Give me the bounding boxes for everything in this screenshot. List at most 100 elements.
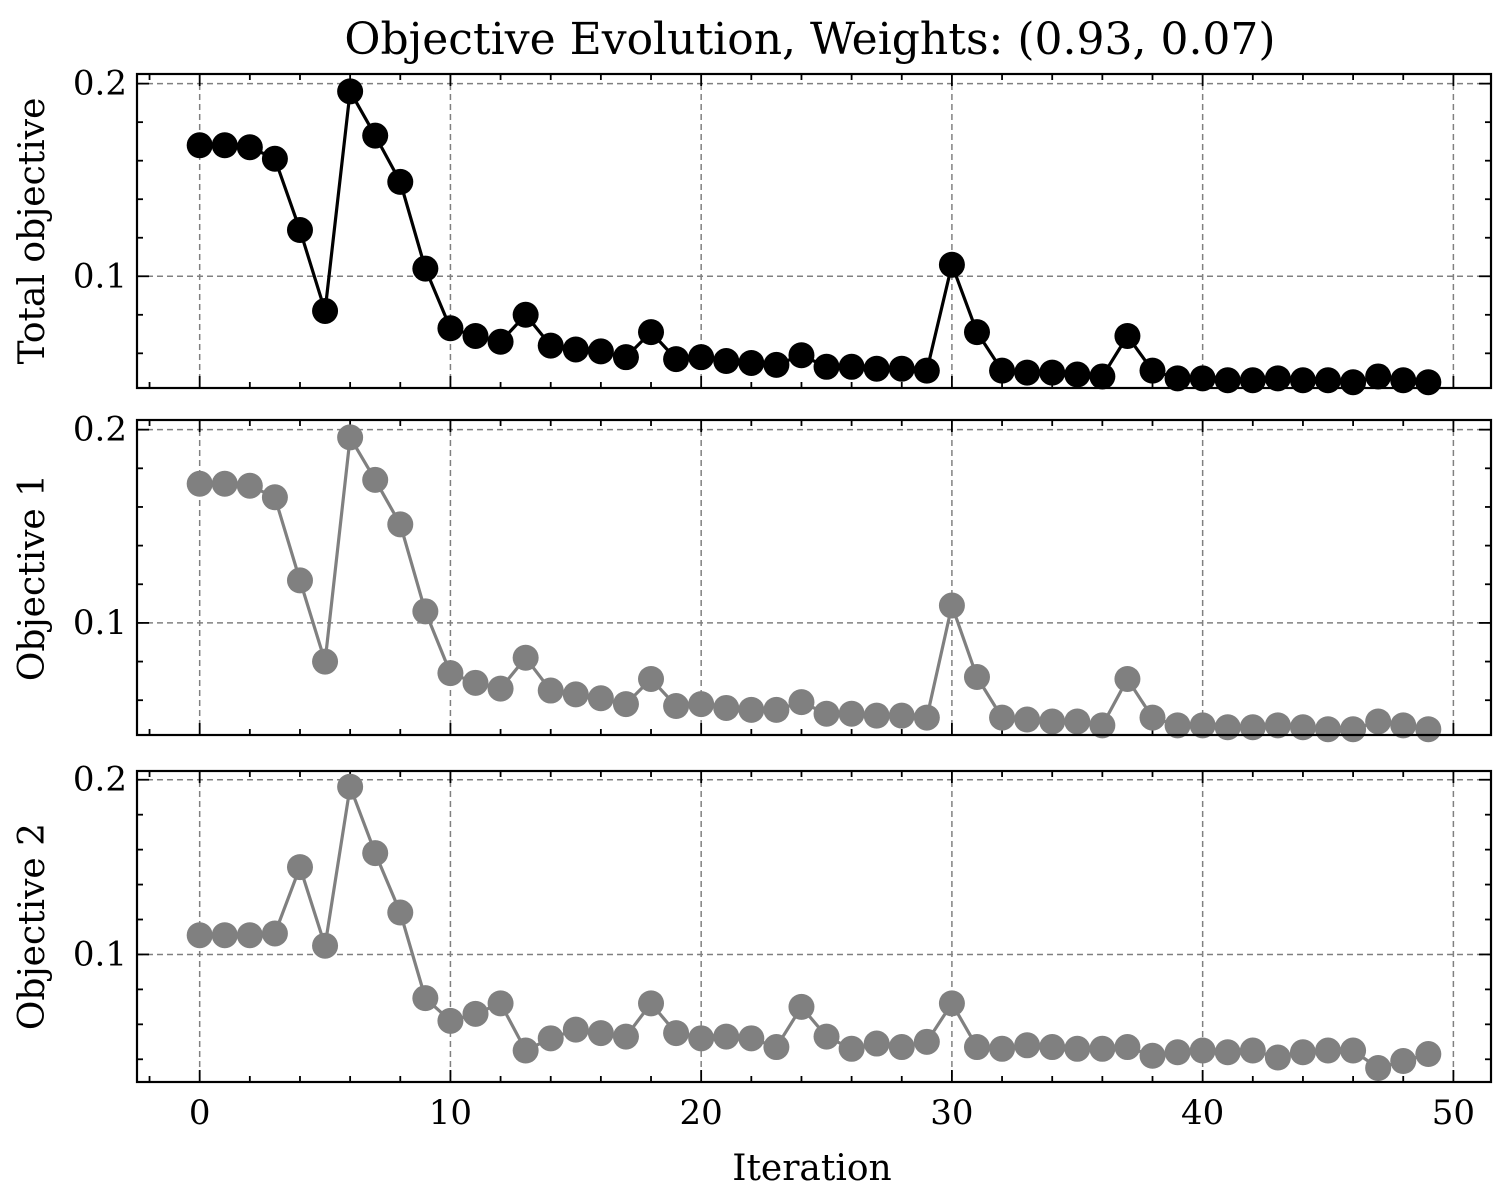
x-tick-label: 10 xyxy=(429,1093,472,1133)
data-point xyxy=(1289,1039,1316,1066)
data-point xyxy=(1264,1044,1291,1071)
data-point xyxy=(1139,357,1166,384)
data-point xyxy=(813,700,840,727)
data-point xyxy=(1189,1037,1216,1064)
data-point xyxy=(688,1025,715,1052)
data-point xyxy=(387,168,414,195)
data-point xyxy=(437,660,464,687)
data-point xyxy=(1390,367,1417,394)
data-point xyxy=(1214,1039,1241,1066)
data-point xyxy=(462,1000,489,1027)
data-point xyxy=(738,696,765,723)
data-point xyxy=(487,328,514,355)
data-point xyxy=(1114,322,1141,349)
plot-frame xyxy=(135,72,1493,390)
data-point xyxy=(913,357,940,384)
y-axis-label: Objective 1 xyxy=(12,474,53,681)
data-point xyxy=(387,511,414,538)
data-point xyxy=(863,355,890,382)
data-point xyxy=(412,598,439,625)
plot-frame xyxy=(135,769,1493,1084)
data-point xyxy=(838,700,865,727)
data-point xyxy=(1340,1037,1367,1064)
data-point xyxy=(1239,367,1266,394)
data-point xyxy=(562,1016,589,1043)
data-point xyxy=(186,470,213,497)
data-point xyxy=(537,677,564,704)
data-point xyxy=(888,702,915,729)
data-point xyxy=(562,336,589,363)
x-tick-label: 30 xyxy=(930,1093,973,1133)
data-point xyxy=(1089,363,1116,390)
data-point xyxy=(211,922,238,949)
data-point xyxy=(1089,712,1116,739)
data-point xyxy=(788,993,815,1020)
data-point xyxy=(186,132,213,159)
data-point xyxy=(1039,1034,1066,1061)
data-point xyxy=(1239,714,1266,741)
data-point xyxy=(1289,367,1316,394)
data-point xyxy=(587,338,614,365)
data-point xyxy=(1239,1037,1266,1064)
data-point xyxy=(337,773,364,800)
data-point xyxy=(763,1034,790,1061)
data-point xyxy=(1064,1035,1091,1062)
data-point xyxy=(1365,1055,1392,1082)
data-point xyxy=(1064,361,1091,388)
data-point xyxy=(663,346,690,373)
data-point xyxy=(487,675,514,702)
data-point xyxy=(286,217,313,244)
data-point xyxy=(838,1035,865,1062)
data-point xyxy=(261,920,288,947)
data-point xyxy=(362,466,389,493)
data-point xyxy=(1064,708,1091,735)
x-tick-label: 0 xyxy=(189,1093,211,1133)
data-point xyxy=(612,691,639,718)
data-point xyxy=(813,1023,840,1050)
data-point xyxy=(938,592,965,619)
x-tick-label: 50 xyxy=(1432,1093,1475,1133)
data-point xyxy=(913,1028,940,1055)
data-point xyxy=(913,704,940,731)
data-point xyxy=(312,648,339,675)
data-point xyxy=(788,342,815,369)
data-point xyxy=(1164,712,1191,739)
data-point xyxy=(638,665,665,692)
data-point xyxy=(462,322,489,349)
data-point xyxy=(261,145,288,172)
data-point xyxy=(512,1037,539,1064)
data-point xyxy=(938,251,965,278)
data-point xyxy=(989,1035,1016,1062)
data-point xyxy=(587,1020,614,1047)
data-point xyxy=(763,696,790,723)
data-point xyxy=(612,1023,639,1050)
y-tick-label: 0.1 xyxy=(73,603,127,643)
data-point xyxy=(312,297,339,324)
data-point xyxy=(537,332,564,359)
data-point xyxy=(1014,1032,1041,1059)
data-point xyxy=(1315,716,1342,743)
subplot-1: 0.1 0.2 Total objective xyxy=(12,64,1493,396)
data-point xyxy=(1039,708,1066,735)
data-point xyxy=(462,669,489,696)
data-point xyxy=(1365,363,1392,390)
data-point xyxy=(763,351,790,378)
data-point xyxy=(1164,1039,1191,1066)
data-point xyxy=(813,353,840,380)
data-point xyxy=(1114,665,1141,692)
data-point xyxy=(1039,359,1066,386)
data-point xyxy=(512,301,539,328)
data-point xyxy=(1415,716,1442,743)
data-point xyxy=(989,704,1016,731)
data-point xyxy=(1214,367,1241,394)
data-point xyxy=(387,899,414,926)
data-point xyxy=(1164,365,1191,392)
data-point xyxy=(337,78,364,105)
y-tick-label: 0.2 xyxy=(73,64,127,104)
x-tick-label: 20 xyxy=(680,1093,723,1133)
data-point xyxy=(562,681,589,708)
y-axis-label: Total objective xyxy=(12,98,53,365)
data-point xyxy=(1264,365,1291,392)
data-point xyxy=(888,355,915,382)
